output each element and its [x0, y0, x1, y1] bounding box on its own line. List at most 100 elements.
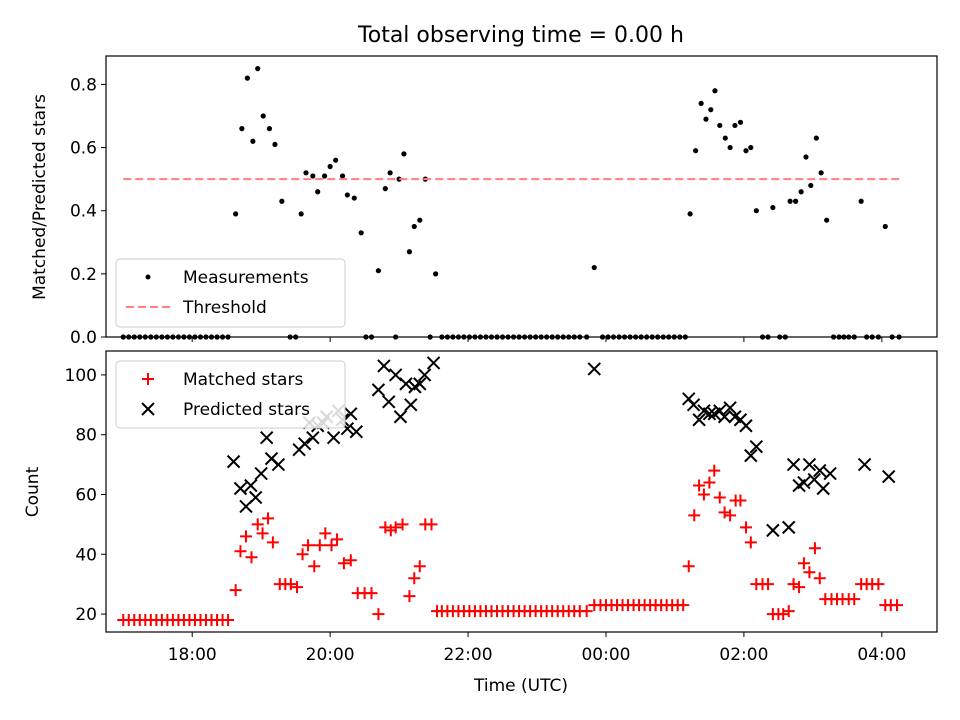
- measurement-point: [310, 173, 316, 179]
- measurement-point: [255, 66, 261, 72]
- predicted-point: [254, 466, 268, 481]
- measurement-point: [703, 116, 709, 122]
- measurement-point: [808, 182, 814, 189]
- top-axes-frame: [105, 55, 938, 338]
- predicted-point: [377, 359, 391, 373]
- matched-point: [848, 593, 861, 606]
- measurement-point: [358, 230, 364, 236]
- predicted-point: [744, 448, 758, 463]
- measurement-point: [279, 198, 285, 204]
- measurement-point: [272, 141, 278, 148]
- measurement-point: [687, 211, 693, 217]
- y-tick-label: 0.2: [70, 265, 97, 285]
- matched-point: [389, 521, 402, 534]
- measurement-point: [239, 126, 245, 132]
- measurement-point: [743, 148, 749, 154]
- measurement-point: [387, 170, 393, 176]
- matched-point: [425, 518, 438, 531]
- matched-point: [580, 605, 593, 618]
- predicted-point: [417, 368, 432, 382]
- measurement-point: [322, 173, 328, 179]
- predicted-point: [797, 475, 811, 490]
- measurement-point: [233, 211, 239, 217]
- measurement-point: [333, 157, 339, 163]
- bottom-subplot: Count Time (UTC) 20 40 60 80 100 18:00 20:00 22…: [23, 350, 938, 696]
- predicted-point: [233, 481, 248, 496]
- matched-point: [256, 527, 269, 540]
- measurement-point: [798, 189, 804, 195]
- measurement-point: [803, 154, 809, 160]
- matched-point: [251, 518, 264, 531]
- matched-point: [408, 572, 421, 585]
- matched-point: [291, 581, 304, 594]
- x-axis-label: Time (UTC): [473, 676, 568, 696]
- predicted-point: [371, 383, 386, 397]
- legend-matched-label: Matched stars: [183, 370, 303, 390]
- x-tick-label: 02:00: [719, 645, 768, 665]
- measurement-point: [433, 271, 439, 277]
- measurement-point: [298, 211, 304, 217]
- predicted-point: [259, 430, 274, 445]
- matched-point: [744, 536, 757, 549]
- predicted-point: [802, 457, 817, 472]
- x-tick-label: 20:00: [306, 645, 355, 665]
- predicted-point: [326, 430, 341, 445]
- predicted-point: [749, 439, 764, 454]
- matched-point: [693, 479, 706, 492]
- top-plot-marks: [120, 66, 903, 340]
- measurement-point: [260, 113, 266, 119]
- measurement-point: [382, 186, 388, 192]
- predicted-point: [813, 463, 827, 478]
- measurement-point: [698, 100, 704, 106]
- matched-point: [319, 527, 332, 540]
- y-tick-label: 20: [75, 605, 97, 625]
- matched-point: [413, 560, 426, 573]
- bottom-axis-ticks: 20 40 60 80 100 18:00 20:00 22:00 00:00 02:00 04:0…: [65, 366, 907, 665]
- measurement-point: [303, 170, 309, 176]
- y-tick-label: 0.4: [70, 202, 97, 222]
- measurement-point: [882, 223, 888, 230]
- measurement-point: [717, 122, 723, 129]
- matched-point: [724, 509, 737, 522]
- legend-measurements-marker: [145, 274, 151, 280]
- matched-point: [365, 587, 378, 600]
- bottom-axes-frame: [105, 350, 938, 633]
- measurement-point: [406, 249, 413, 255]
- matched-point: [302, 539, 315, 552]
- matched-point: [337, 557, 350, 570]
- matched-point: [262, 512, 275, 525]
- x-tick-label: 22:00: [444, 645, 493, 665]
- measurement-point: [753, 208, 759, 214]
- measurement-point: [693, 148, 699, 154]
- matched-point: [793, 581, 806, 594]
- measurement-point: [266, 126, 273, 132]
- matched-point: [379, 521, 392, 534]
- matched-point: [708, 464, 721, 477]
- legend-measurements-label: Measurements: [183, 268, 309, 288]
- predicted-point: [271, 457, 286, 472]
- predicted-point: [399, 377, 413, 391]
- bottom-y-axis-label: Count: [23, 466, 43, 517]
- measurement-point: [712, 88, 718, 94]
- bottom-legend-box: [115, 360, 346, 429]
- measurement-point: [727, 144, 733, 151]
- measurement-point: [250, 138, 256, 144]
- x-tick-label: 18:00: [168, 645, 217, 665]
- y-tick-label: 0.6: [70, 139, 97, 159]
- top-legend-box: [115, 258, 346, 328]
- predicted-point: [786, 457, 801, 472]
- legend-predicted-label: Predicted stars: [183, 400, 310, 420]
- matched-point: [739, 521, 752, 534]
- y-tick-label: 60: [75, 485, 97, 505]
- matched-point: [808, 542, 821, 555]
- measurement-point: [737, 119, 744, 125]
- matched-point: [229, 584, 242, 597]
- measurement-point: [396, 176, 402, 182]
- matched-point: [344, 554, 357, 567]
- measurement-point: [344, 192, 350, 198]
- measurement-point: [722, 135, 728, 141]
- matched-point: [234, 545, 247, 558]
- measurement-point: [401, 151, 407, 157]
- y-tick-label: 0.8: [70, 75, 97, 95]
- measurement-point: [824, 217, 830, 223]
